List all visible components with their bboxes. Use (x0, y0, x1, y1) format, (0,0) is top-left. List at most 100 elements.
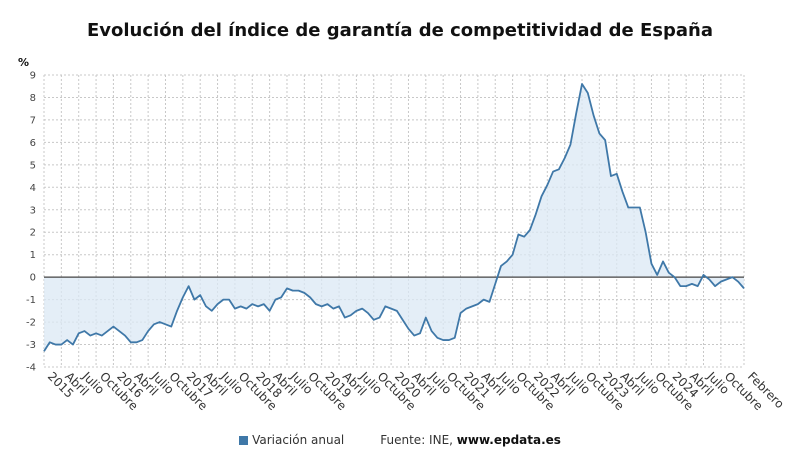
y-tick-label: -4 (26, 363, 36, 374)
data-point (541, 195, 543, 197)
data-point (153, 323, 155, 325)
series-line-variacion-anual (43, 83, 745, 352)
data-point (257, 305, 259, 307)
data-point (350, 314, 352, 316)
data-point (726, 278, 728, 280)
data-point (500, 265, 502, 267)
chart-grid (43, 74, 745, 368)
data-point (650, 263, 652, 265)
data-point (326, 303, 328, 305)
data-point (627, 207, 629, 209)
data-point (731, 276, 733, 278)
data-point (332, 308, 334, 310)
data-point (66, 339, 68, 341)
data-point (593, 114, 595, 116)
data-point (49, 341, 51, 343)
data-point (263, 303, 265, 305)
data-point (89, 335, 91, 337)
data-point (639, 207, 641, 209)
data-point (488, 301, 490, 303)
data-point (714, 285, 716, 287)
data-point (598, 132, 600, 134)
data-point (141, 339, 143, 341)
data-point (454, 337, 456, 339)
chart-title: Evolución del índice de garantía de comp… (86, 20, 714, 41)
data-point (292, 290, 294, 292)
data-point (205, 305, 207, 307)
data-point (465, 308, 467, 310)
y-axis: -4 -3 -2 -1 0 1 2 3 4 5 6 7 8 9% (18, 56, 36, 374)
data-point (280, 296, 282, 298)
data-point (379, 317, 381, 319)
data-point (685, 285, 687, 287)
data-point (95, 332, 97, 334)
data-point (575, 112, 577, 114)
legend-label: Variación anual (252, 433, 345, 447)
y-tick-label: 4 (30, 183, 36, 194)
data-point (234, 308, 236, 310)
data-point (228, 299, 230, 301)
data-point (523, 236, 525, 238)
data-point (633, 207, 635, 209)
data-point (182, 296, 184, 298)
data-point (512, 254, 514, 256)
y-tick-label: 0 (30, 273, 36, 284)
data-point (419, 332, 421, 334)
data-point (101, 335, 103, 337)
data-point (517, 233, 519, 235)
data-point (60, 344, 62, 346)
y-tick-label: 3 (30, 205, 36, 216)
data-point (124, 335, 126, 337)
y-tick-label: 6 (30, 138, 36, 149)
data-point (656, 274, 658, 276)
source-label: Fuente: INE, (380, 433, 453, 447)
data-point (552, 171, 554, 173)
data-point (361, 308, 363, 310)
data-point (217, 303, 219, 305)
data-point (298, 290, 300, 292)
data-point (355, 310, 357, 312)
series-line (43, 83, 745, 352)
data-point (743, 287, 745, 289)
data-point (211, 310, 213, 312)
data-point (506, 260, 508, 262)
data-point (674, 276, 676, 278)
data-point (622, 191, 624, 193)
data-point (222, 299, 224, 301)
legend-swatch (239, 436, 249, 445)
data-point (471, 305, 473, 307)
data-point (529, 229, 531, 231)
chart-footer: Variación anual Fuente: INE, www.epdata.e… (0, 433, 800, 447)
data-point (610, 175, 612, 177)
data-point (338, 305, 340, 307)
data-point (303, 292, 305, 294)
data-point (604, 139, 606, 141)
data-point (691, 283, 693, 285)
data-point (245, 308, 247, 310)
data-point (147, 330, 149, 332)
data-point (407, 328, 409, 330)
data-point (315, 303, 317, 305)
data-point (188, 285, 190, 287)
data-point (84, 330, 86, 332)
data-point (344, 317, 346, 319)
data-point (176, 310, 178, 312)
data-point (373, 319, 375, 321)
data-point (616, 173, 618, 175)
data-point (448, 339, 450, 341)
data-point (425, 317, 427, 319)
y-tick-label: 7 (30, 115, 36, 126)
data-point (645, 231, 647, 233)
data-point (309, 296, 311, 298)
data-point (72, 344, 74, 346)
data-point (569, 144, 571, 146)
data-point (564, 157, 566, 159)
data-point (321, 305, 323, 307)
data-point (460, 312, 462, 314)
series-area (44, 83, 744, 352)
data-point (558, 168, 560, 170)
source-link[interactable]: www.epdata.es (456, 433, 561, 447)
data-point (494, 283, 496, 285)
y-tick-label: 2 (30, 228, 36, 239)
